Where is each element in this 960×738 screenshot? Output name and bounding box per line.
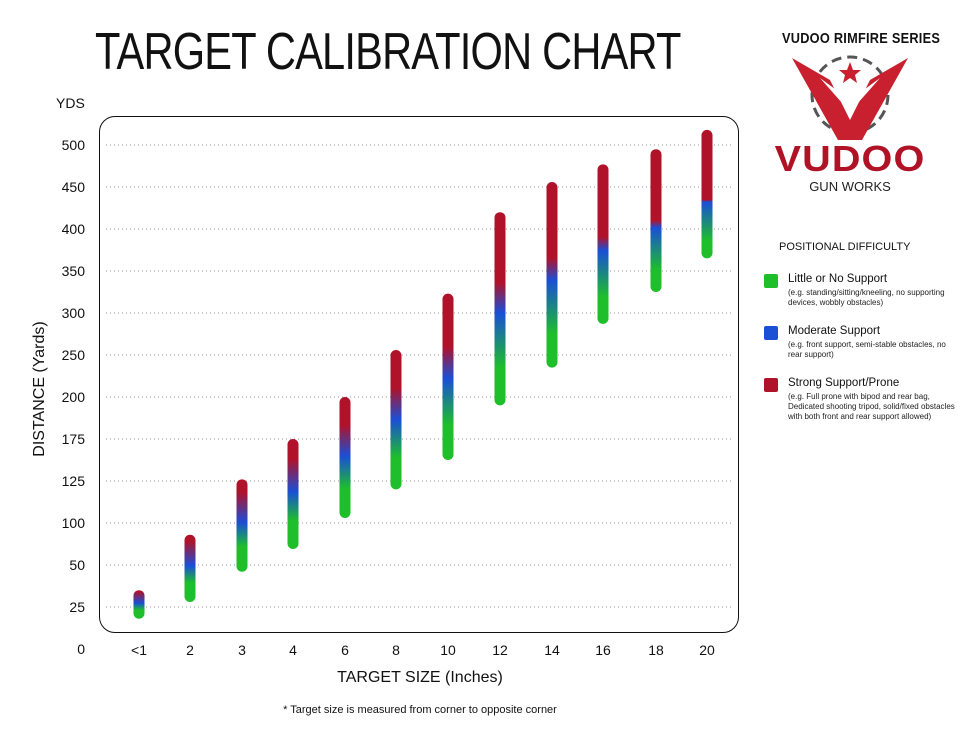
range-bar-2 bbox=[184, 534, 196, 602]
x-tick-label: 6 bbox=[341, 642, 349, 658]
y-tick-label: 175 bbox=[62, 431, 86, 447]
vudoo-logo-icon bbox=[792, 55, 908, 140]
footnote: * Target size is measured from corner to… bbox=[283, 704, 557, 716]
range-bar-18 bbox=[650, 149, 662, 292]
y-tick-label: 200 bbox=[62, 389, 86, 405]
brand-subtitle: GUN WORKS bbox=[809, 179, 891, 194]
red-swatch-icon bbox=[764, 378, 778, 392]
y-tick-label: 0 bbox=[77, 641, 85, 657]
x-tick-label: 14 bbox=[544, 642, 560, 658]
y-tick-label: 125 bbox=[62, 473, 86, 489]
x-tick-label: 18 bbox=[648, 642, 664, 658]
y-tick-label: 350 bbox=[62, 263, 86, 279]
brand-name: VUDOO bbox=[774, 138, 926, 179]
legend-label: Strong Support/Prone bbox=[788, 377, 900, 389]
range-bar-12 bbox=[494, 212, 506, 406]
x-tick-label: 8 bbox=[392, 642, 400, 658]
y-axis-label: DISTANCE (Yards) bbox=[31, 321, 48, 457]
legend-desc: (e.g. front support, semi-stable obstacl… bbox=[788, 340, 946, 359]
range-bar-3 bbox=[236, 479, 248, 572]
plot-area bbox=[99, 116, 739, 633]
range-bar-14 bbox=[546, 181, 558, 368]
x-tick-label: 2 bbox=[186, 642, 194, 658]
legend-desc: (e.g. Full prone with bipod and rear bag… bbox=[788, 392, 955, 421]
y-tick-label: 500 bbox=[62, 137, 86, 153]
x-axis-label: TARGET SIZE (Inches) bbox=[337, 669, 503, 686]
range-bar-lt1 bbox=[133, 590, 145, 619]
x-tick-label: 3 bbox=[238, 642, 246, 658]
y-tick-label: 50 bbox=[69, 557, 85, 573]
brand-series: VUDOO RIMFIRE SERIES bbox=[782, 30, 941, 47]
blue-swatch-icon bbox=[764, 326, 778, 340]
x-tick-label: 12 bbox=[492, 642, 508, 658]
legend-desc: (e.g. standing/sitting/kneeling, no supp… bbox=[788, 288, 945, 307]
legend-title: POSITIONAL DIFFICULTY bbox=[779, 241, 911, 253]
green-swatch-icon bbox=[764, 274, 778, 288]
x-tick-label: 4 bbox=[289, 642, 297, 658]
range-bar-6 bbox=[339, 397, 351, 518]
y-tick-label: 400 bbox=[62, 221, 86, 237]
y-tick-label: 25 bbox=[69, 599, 85, 615]
range-bar-20 bbox=[701, 129, 713, 259]
y-tick-label: 100 bbox=[62, 515, 86, 531]
legend-label: Little or No Support bbox=[788, 273, 888, 285]
y-tick-label: 450 bbox=[62, 179, 86, 195]
range-bar-16 bbox=[597, 164, 609, 324]
y-unit-label: YDS bbox=[56, 95, 85, 111]
range-bar-8 bbox=[390, 349, 402, 490]
x-tick-label: 16 bbox=[595, 642, 611, 658]
y-tick-label: 250 bbox=[62, 347, 86, 363]
x-tick-label: 20 bbox=[699, 642, 715, 658]
range-bar-4 bbox=[287, 439, 299, 550]
range-bar-10 bbox=[442, 293, 454, 460]
legend-label: Moderate Support bbox=[788, 325, 881, 337]
x-tick-label: 10 bbox=[440, 642, 456, 658]
chart-title: TARGET CALIBRATION CHART bbox=[95, 23, 681, 81]
x-tick-label: <1 bbox=[131, 642, 147, 658]
y-tick-label: 300 bbox=[62, 305, 86, 321]
